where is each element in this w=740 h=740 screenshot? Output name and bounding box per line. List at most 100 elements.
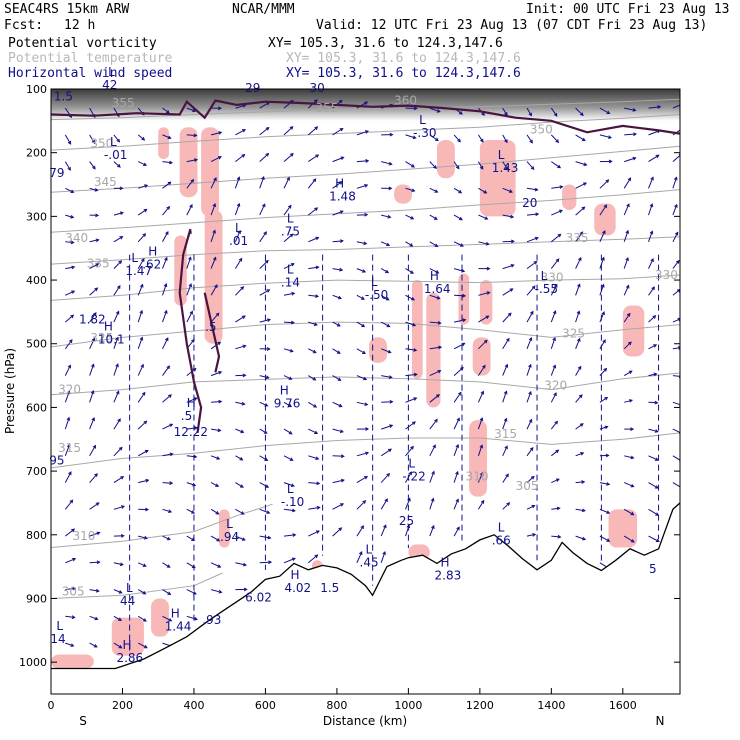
wind-vector-head-139 bbox=[215, 483, 220, 487]
wind-vector-head-118 bbox=[193, 454, 198, 459]
theta-label-305: 305 bbox=[62, 584, 85, 598]
wind-vector-388 bbox=[575, 134, 586, 142]
wind-vector-head-405 bbox=[607, 135, 613, 139]
wind-vector-head-134 bbox=[217, 341, 222, 346]
wind-vector-head-318 bbox=[455, 470, 459, 475]
wind-vector-head-69 bbox=[141, 258, 145, 262]
pv-shade-region-10 bbox=[472, 337, 491, 376]
wind-vector-448 bbox=[648, 344, 657, 350]
y-tick-label-500: 500 bbox=[26, 338, 47, 351]
extremum-value-39: 29 bbox=[245, 81, 260, 95]
extremum-marker-4: L bbox=[131, 251, 138, 265]
wind-vector-head-149 bbox=[237, 229, 241, 234]
wind-vector-290 bbox=[429, 187, 438, 193]
wind-vector-head-33 bbox=[91, 417, 95, 422]
wind-vector-head-347 bbox=[504, 363, 509, 368]
theta-label-extra-8: 310 bbox=[466, 470, 489, 484]
wind-vector-247 bbox=[356, 452, 369, 457]
wind-vector-head-70 bbox=[139, 283, 144, 288]
wind-vector-head-72 bbox=[139, 336, 144, 341]
y-tick-label-600: 600 bbox=[26, 401, 47, 414]
wind-vector-401 bbox=[575, 481, 585, 484]
wind-vector-264 bbox=[381, 424, 393, 430]
wind-vector-head-10 bbox=[67, 364, 71, 369]
wind-vector-15 bbox=[64, 499, 73, 510]
extremum-value-32: 44 bbox=[120, 594, 135, 608]
y-tick-label-800: 800 bbox=[26, 529, 47, 542]
wind-vector-213 bbox=[308, 482, 320, 484]
wind-vector-head-415 bbox=[604, 396, 609, 401]
wind-vector-head-298 bbox=[436, 394, 440, 398]
wind-vector-244 bbox=[356, 375, 367, 380]
wind-vector-head-9 bbox=[68, 339, 73, 344]
wind-vector-362 bbox=[526, 337, 532, 349]
wind-vector-294 bbox=[429, 294, 440, 299]
field-name-pv: Potential vorticity bbox=[8, 36, 157, 51]
extremum-value-10: .5 bbox=[205, 320, 216, 334]
wind-vector-407 bbox=[599, 179, 609, 189]
wind-vector-139 bbox=[210, 482, 219, 487]
wind-vector-head-166 bbox=[261, 176, 265, 181]
wind-vector-head-90 bbox=[164, 256, 168, 261]
wind-vector-head-338 bbox=[504, 139, 508, 144]
wind-vector-442 bbox=[648, 177, 654, 189]
wind-vector-367 bbox=[526, 476, 535, 483]
wind-vector-head-120 bbox=[191, 510, 196, 514]
wind-vector-head-264 bbox=[389, 424, 394, 428]
wind-vector-83 bbox=[137, 642, 148, 649]
extremum-value-26: .45 bbox=[360, 556, 379, 570]
extremum-marker-29: H bbox=[441, 555, 450, 569]
wind-vector-265 bbox=[380, 448, 392, 457]
wind-vector-339 bbox=[502, 161, 509, 170]
wind-vector-386 bbox=[551, 535, 561, 538]
wind-vector-256 bbox=[381, 214, 391, 218]
wind-vector-132 bbox=[210, 284, 218, 296]
wind-vector-373 bbox=[551, 186, 563, 189]
theta-contour-320 bbox=[51, 372, 680, 396]
wind-vector-307 bbox=[453, 187, 462, 194]
wind-vector-head-353 bbox=[528, 112, 532, 117]
wind-vector-head-32 bbox=[90, 390, 95, 394]
wind-vector-412 bbox=[599, 311, 605, 323]
wind-vector-293 bbox=[429, 268, 439, 274]
wind-vector-head-77 bbox=[145, 478, 150, 483]
theta-label-325: 325 bbox=[90, 331, 113, 345]
wind-vector-head-193 bbox=[288, 430, 293, 435]
wind-vector-365 bbox=[526, 419, 533, 430]
wind-vector-head-443 bbox=[649, 203, 654, 208]
wind-vector-380 bbox=[550, 365, 556, 376]
extremum-value-11: .01 bbox=[229, 234, 248, 248]
wind-vector-head-341 bbox=[510, 214, 515, 219]
wind-vector-376 bbox=[550, 258, 560, 269]
wind-vector-head-213 bbox=[316, 481, 321, 486]
wind-vector-377 bbox=[550, 284, 558, 296]
wind-vector-head-441 bbox=[655, 154, 660, 159]
wind-vector-head-227 bbox=[337, 377, 342, 381]
wind-vector-389 bbox=[575, 161, 587, 166]
pv-shading-layer bbox=[51, 89, 680, 669]
wind-vector-head-355 bbox=[530, 166, 535, 170]
extremum-marker-5: H bbox=[148, 245, 157, 259]
wind-vector-head-433 bbox=[628, 399, 634, 403]
extremum-value-29: 2.83 bbox=[435, 568, 462, 582]
wind-vector-203 bbox=[307, 207, 318, 216]
wind-vector-head-344 bbox=[509, 288, 514, 292]
wind-vector-11 bbox=[64, 391, 70, 403]
wind-vector-342 bbox=[502, 240, 514, 243]
wind-vector-head-465 bbox=[678, 346, 680, 350]
wind-vector-74 bbox=[137, 392, 146, 403]
wind-vector-259 bbox=[380, 294, 389, 301]
wind-vector-278 bbox=[405, 321, 416, 326]
wind-vector-400 bbox=[575, 452, 584, 457]
wind-vector-166 bbox=[259, 176, 265, 189]
wind-vector-177 bbox=[259, 482, 269, 488]
wind-vector-head-377 bbox=[554, 283, 558, 288]
wind-vector-head-105 bbox=[192, 108, 197, 113]
extremum-value-13: .14 bbox=[281, 275, 300, 289]
wind-vector-402 bbox=[575, 508, 585, 512]
wind-vector-34 bbox=[89, 445, 96, 457]
wind-vector-head-265 bbox=[388, 448, 392, 453]
wind-vector-106 bbox=[186, 134, 197, 136]
wind-vector-85 bbox=[162, 134, 171, 139]
theta-contour-310 bbox=[51, 503, 273, 548]
